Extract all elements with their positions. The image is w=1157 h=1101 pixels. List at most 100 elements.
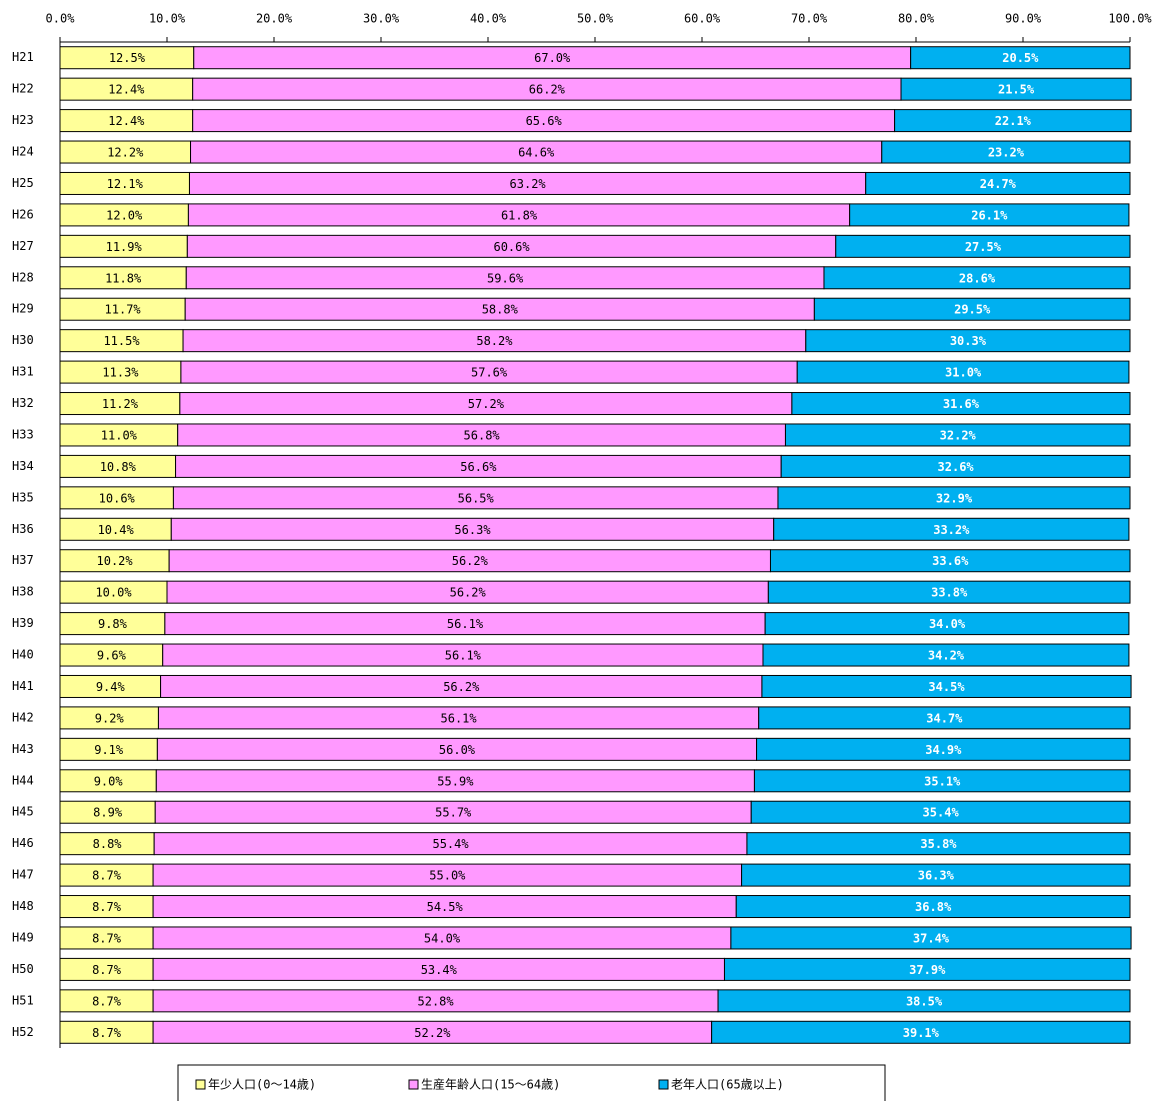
value-label: 38.5%: [906, 994, 943, 1008]
value-label: 9.8%: [98, 617, 128, 631]
y-tick-label: H51: [12, 993, 34, 1007]
value-label: 23.2%: [988, 146, 1025, 160]
value-label: 11.8%: [105, 271, 142, 285]
value-label: 34.2%: [928, 649, 965, 663]
bar-segment: [805, 329, 1131, 353]
value-label: 56.2%: [450, 586, 487, 600]
y-tick-label: H26: [12, 207, 34, 221]
bar-segment: [717, 989, 1131, 1013]
value-label: 34.5%: [928, 680, 965, 694]
value-label: 10.6%: [99, 491, 136, 505]
value-label: 33.2%: [933, 523, 970, 537]
value-label: 9.1%: [94, 743, 124, 757]
y-tick-label: H40: [12, 648, 34, 662]
y-tick-label: H21: [12, 50, 34, 64]
y-tick-label: H50: [12, 962, 34, 976]
y-tick-label: H31: [12, 365, 34, 379]
value-label: 60.6%: [493, 240, 530, 254]
value-label: 10.4%: [98, 523, 135, 537]
value-label: 9.4%: [96, 680, 126, 694]
y-tick-label: H22: [12, 82, 34, 96]
bar-segment: [758, 706, 1131, 730]
value-label: 8.7%: [92, 869, 122, 883]
value-label: 27.5%: [965, 240, 1002, 254]
value-label: 67.0%: [534, 51, 571, 65]
x-tick-label: 50.0%: [577, 12, 614, 26]
legend-label: 老年人口(65歳以上): [671, 1078, 784, 1092]
value-label: 58.2%: [476, 334, 513, 348]
y-tick-label: H41: [12, 679, 34, 693]
y-tick-label: H48: [12, 899, 34, 913]
value-label: 9.0%: [94, 774, 124, 788]
value-label: 53.4%: [421, 963, 458, 977]
y-tick-label: H38: [12, 585, 34, 599]
value-label: 56.8%: [464, 428, 501, 442]
bar-segment: [761, 674, 1132, 698]
bar-segment: [746, 832, 1131, 856]
value-label: 59.6%: [487, 271, 524, 285]
bar-segment: [762, 643, 1130, 667]
value-label: 9.2%: [95, 711, 125, 725]
value-label: 8.8%: [93, 837, 123, 851]
bar-segment: [750, 800, 1131, 824]
value-label: 63.2%: [510, 177, 547, 191]
bar-segment: [753, 769, 1131, 793]
value-label: 52.8%: [418, 994, 455, 1008]
y-tick-label: H46: [12, 836, 34, 850]
value-label: 56.1%: [445, 649, 482, 663]
bar-segment: [796, 360, 1130, 384]
value-label: 34.0%: [929, 617, 966, 631]
x-tick-label: 0.0%: [46, 12, 76, 26]
value-label: 35.1%: [924, 774, 961, 788]
legend-swatch: [195, 1079, 206, 1090]
value-label: 11.3%: [102, 366, 139, 380]
value-label: 56.2%: [443, 680, 480, 694]
y-tick-label: H45: [12, 805, 34, 819]
value-label: 55.0%: [429, 869, 466, 883]
value-label: 10.2%: [97, 554, 134, 568]
value-label: 8.9%: [93, 806, 123, 820]
value-label: 29.5%: [954, 303, 991, 317]
value-label: 12.2%: [107, 146, 144, 160]
value-label: 57.6%: [471, 366, 508, 380]
value-label: 64.6%: [518, 146, 555, 160]
value-label: 12.5%: [109, 51, 146, 65]
value-label: 36.8%: [915, 900, 952, 914]
y-tick-label: H42: [12, 710, 34, 724]
value-label: 12.1%: [107, 177, 144, 191]
value-label: 61.8%: [501, 208, 538, 222]
bar-segment: [767, 580, 1131, 604]
value-label: 10.8%: [100, 460, 137, 474]
value-label: 26.1%: [971, 208, 1008, 222]
bar-segment: [900, 77, 1132, 101]
value-label: 56.3%: [454, 523, 491, 537]
y-tick-label: H43: [12, 742, 34, 756]
x-tick-label: 80.0%: [898, 12, 935, 26]
value-label: 34.7%: [926, 711, 963, 725]
value-label: 35.8%: [920, 837, 957, 851]
value-label: 31.0%: [945, 366, 982, 380]
y-tick-label: H44: [12, 773, 34, 787]
bar-segment: [823, 266, 1131, 290]
value-label: 32.9%: [936, 491, 973, 505]
value-label: 56.2%: [452, 554, 489, 568]
value-label: 37.4%: [913, 931, 950, 945]
y-tick-label: H39: [12, 616, 34, 630]
value-label: 11.2%: [102, 397, 139, 411]
value-label: 21.5%: [998, 83, 1035, 97]
bar-segment: [865, 171, 1131, 195]
value-label: 10.0%: [95, 586, 132, 600]
y-tick-label: H34: [12, 459, 34, 473]
bar-segment: [711, 1020, 1131, 1044]
bar-segment: [780, 454, 1131, 478]
y-tick-label: H47: [12, 868, 34, 882]
x-tick-label: 100.0%: [1108, 12, 1152, 26]
bar-segment: [881, 140, 1131, 164]
value-label: 54.5%: [427, 900, 464, 914]
y-tick-label: H23: [12, 113, 34, 127]
y-tick-label: H52: [12, 1025, 34, 1039]
value-label: 33.8%: [931, 586, 968, 600]
value-label: 28.6%: [959, 271, 996, 285]
value-label: 52.2%: [414, 1026, 451, 1040]
value-label: 56.1%: [441, 711, 478, 725]
